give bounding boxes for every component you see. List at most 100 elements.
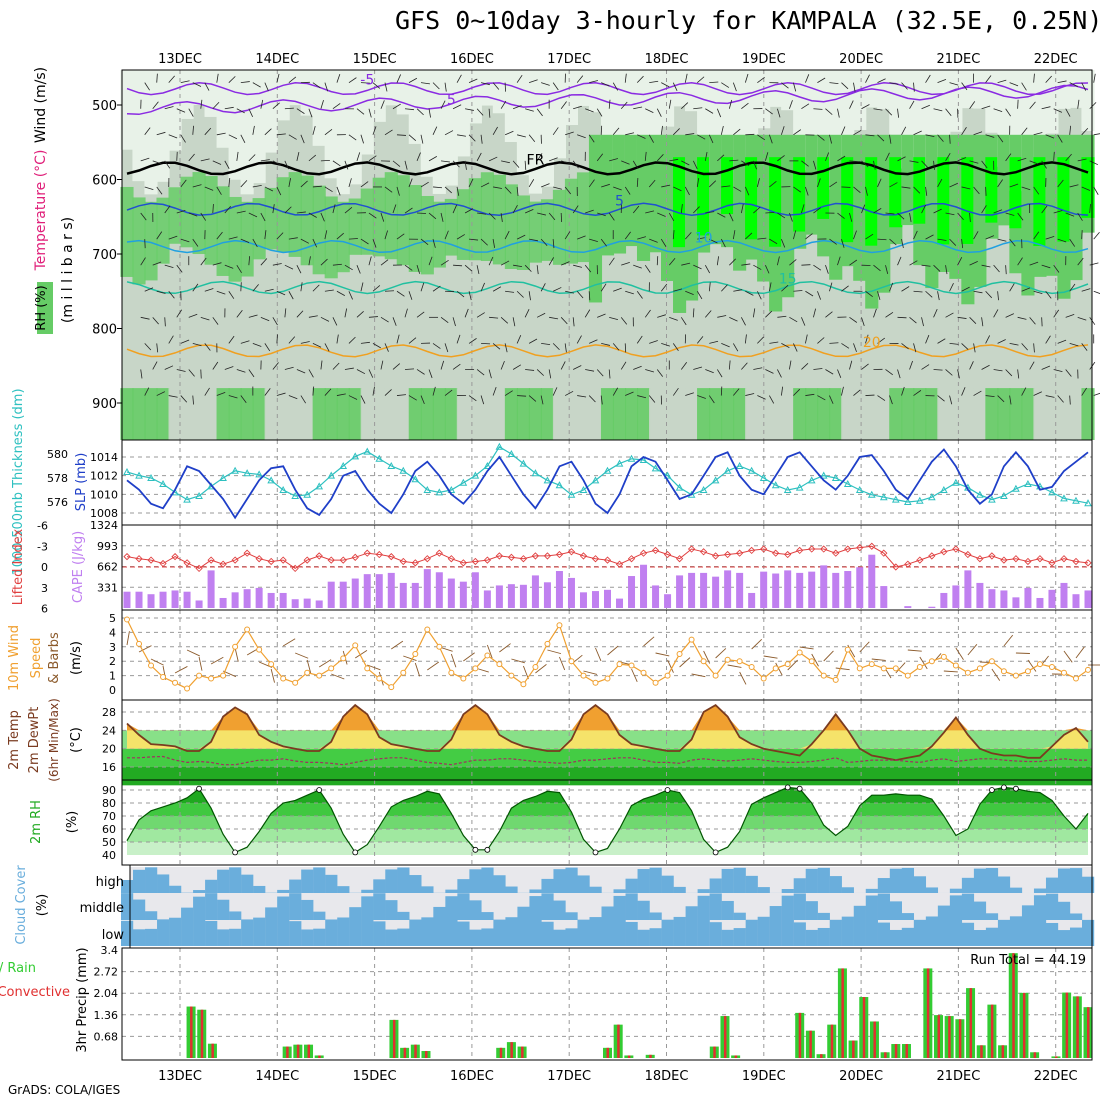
upper-wind-barb [861,317,865,327]
cloud-cell [397,911,410,920]
upper-wind-barb [621,262,630,266]
upper-wind-barb [140,257,146,266]
surface-wind-barb [522,665,529,680]
lifted-index-marker [1000,556,1008,564]
upper-wind-barb [384,82,388,92]
surface-wind-barb [751,638,763,650]
upper-wind-barb [180,339,190,344]
upper-wind-barb [644,151,647,161]
upper-wind-barb [396,74,402,83]
upper-wind-barb [236,210,246,214]
upper-wind-barb [909,212,912,222]
upper-wind-barb [528,134,536,143]
upper-wind-barb [933,208,942,214]
thickness-marker [387,461,396,469]
upper-wind-barb [252,184,262,188]
cloud-cell [193,920,206,946]
lifted-index-marker [303,556,311,564]
upper-wind-barb [468,395,477,402]
surface-wind-barb [535,664,547,674]
lifted-index-marker [579,552,588,560]
upper-wind-barb [156,290,166,294]
upper-wind-barb [780,386,784,396]
lifted-index-marker [748,546,756,555]
lifted-index-marker [1060,555,1068,563]
upper-wind-barb [721,185,731,188]
cloud-cell [709,893,722,920]
upper-wind-barb [248,256,251,266]
upper-wind-barb [769,238,778,245]
surface-wind-barb [282,638,296,647]
lifted-index-marker [555,550,564,559]
precip-convective-bar [1033,1052,1037,1058]
temp-line [126,703,1089,762]
upper-wind-barb [709,81,719,84]
cloud-cell [961,922,975,946]
surface-wind-barb [967,643,978,656]
upper-wind-barb [228,395,238,399]
thickness-marker [471,471,480,479]
precip-convective-bar [1022,992,1026,1058]
rh-saturated-column [961,157,975,244]
wind10-speed-label: Speed [29,638,44,679]
upper-wind-barb [925,290,933,298]
cloud-cell [721,868,734,893]
lifted-index-marker [147,556,155,564]
upper-wind-barb [204,288,214,292]
rh-lowlevel-column [1081,388,1095,440]
upper-wind-barb [877,134,885,142]
upper-wind-barb [440,317,449,324]
wind-speed-marker [448,669,455,676]
rh-lowlevel-column [528,388,542,440]
upper-wind-barb [708,282,711,292]
surface-wind-barb [775,662,783,676]
upper-wind-barb [392,204,397,214]
upper-wind-barb [284,366,294,370]
upper-wind-barb [909,317,917,324]
upper-wind-barb [493,186,503,189]
upper-wind-barb [360,282,364,292]
upper-wind-barb [336,334,339,344]
cape-bar [964,570,972,608]
upper-wind-barb [344,367,354,370]
cloud-cell [1045,877,1059,893]
upper-wind-barb [777,108,781,118]
upper-wind-barb [368,108,372,118]
cloud-cell [421,917,434,920]
pressure-tick-label: 800 [92,323,117,338]
cloud-cell [241,919,254,920]
rh-lowlevel-column [793,388,807,440]
upper-wind-barb [933,108,943,112]
lifted-index-marker [615,560,624,568]
thickness-marker [759,473,768,481]
upper-wind-barb [248,212,258,218]
upper-wind-barb [873,264,881,272]
upper-wind-barb [841,82,849,90]
surface-wind-barb [306,659,312,674]
upper-wind-barb [360,134,364,144]
cape-bar [435,572,443,608]
upper-wind-barb [452,104,462,110]
rh-dry-column [336,70,350,195]
upper-wind-barb [601,343,611,346]
upper-wind-barb [596,153,604,162]
rh-lowlevel-column [721,388,735,440]
precip-convective-bar [884,1052,887,1058]
cloud-cell [169,885,182,893]
cape-bar [339,581,347,608]
upper-wind-barb [596,108,603,117]
rh-dry-column [528,70,542,194]
rh-moist-column [588,134,603,303]
rh-dry-column [853,70,867,131]
cloud-cell [1069,927,1083,946]
rh-lowlevel-column [396,388,410,440]
upper-wind-barb [853,389,861,396]
upper-wind-barb [216,391,226,396]
cloud-cell [877,893,890,920]
upper-wind-barb [1009,283,1015,292]
upper-wind-barb [768,282,772,292]
cloud-cell [889,901,902,920]
upper-wind-barb [176,108,186,113]
upper-wind-barb [1069,343,1079,347]
upper-wind-barb [408,395,417,401]
